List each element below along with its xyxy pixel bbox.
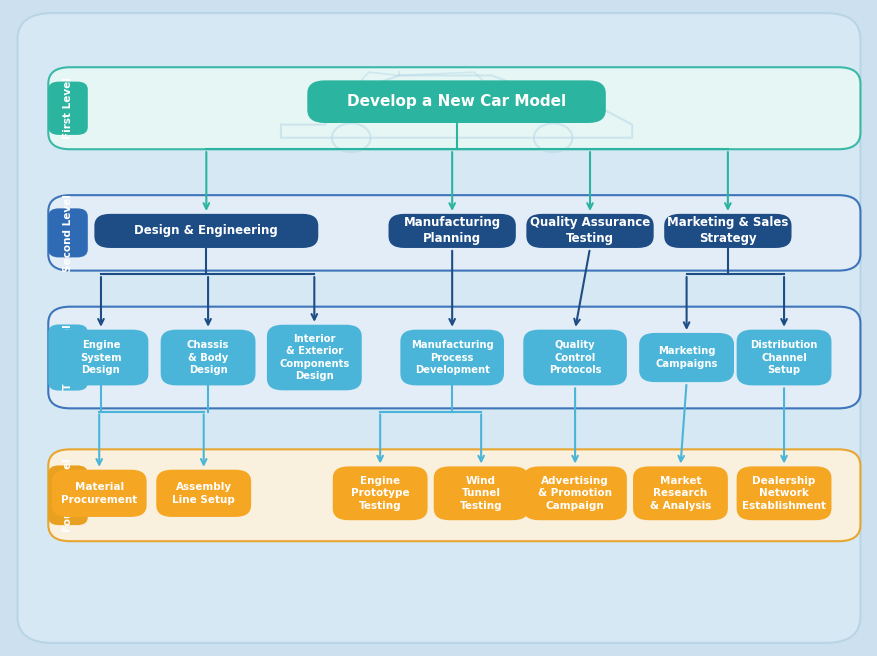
FancyBboxPatch shape (632, 466, 727, 520)
FancyBboxPatch shape (48, 195, 859, 270)
FancyBboxPatch shape (48, 325, 88, 390)
FancyBboxPatch shape (267, 325, 361, 390)
Text: Engine
System
Design: Engine System Design (80, 340, 122, 375)
FancyBboxPatch shape (523, 329, 626, 385)
FancyBboxPatch shape (53, 329, 148, 385)
Text: Design & Engineering: Design & Engineering (134, 224, 278, 237)
FancyBboxPatch shape (160, 329, 255, 385)
FancyBboxPatch shape (52, 470, 146, 517)
FancyBboxPatch shape (388, 214, 516, 248)
FancyBboxPatch shape (48, 466, 88, 525)
Text: Manufacturing
Process
Development: Manufacturing Process Development (410, 340, 493, 375)
Text: Market
Research
& Analysis: Market Research & Analysis (649, 476, 710, 511)
FancyBboxPatch shape (48, 449, 859, 541)
Text: Dealership
Network
Establishment: Dealership Network Establishment (741, 476, 825, 511)
FancyBboxPatch shape (94, 214, 318, 248)
FancyBboxPatch shape (433, 466, 528, 520)
FancyBboxPatch shape (400, 329, 503, 385)
FancyBboxPatch shape (736, 329, 831, 385)
FancyBboxPatch shape (48, 209, 88, 257)
Text: Assembly
Line Setup: Assembly Line Setup (172, 482, 235, 504)
Text: Second Level: Second Level (63, 194, 73, 272)
Text: Fourth Level: Fourth Level (63, 459, 73, 532)
FancyBboxPatch shape (156, 470, 251, 517)
Text: First Level: First Level (63, 77, 73, 139)
Text: Advertising
& Promotion
Campaign: Advertising & Promotion Campaign (538, 476, 611, 511)
FancyBboxPatch shape (526, 214, 652, 248)
Text: Wind
Tunnel
Testing: Wind Tunnel Testing (460, 476, 502, 511)
Text: Third Level: Third Level (63, 325, 73, 390)
FancyBboxPatch shape (523, 466, 626, 520)
FancyBboxPatch shape (48, 307, 859, 408)
Text: Chassis
& Body
Design: Chassis & Body Design (187, 340, 229, 375)
FancyBboxPatch shape (48, 81, 88, 135)
Text: Engine
Prototype
Testing: Engine Prototype Testing (351, 476, 409, 511)
Text: Material
Procurement: Material Procurement (61, 482, 137, 504)
FancyBboxPatch shape (638, 333, 733, 382)
FancyBboxPatch shape (48, 68, 859, 150)
FancyBboxPatch shape (736, 466, 831, 520)
FancyBboxPatch shape (307, 80, 605, 123)
Text: Quality
Control
Protocols: Quality Control Protocols (548, 340, 601, 375)
Text: Marketing & Sales
Strategy: Marketing & Sales Strategy (667, 216, 788, 245)
FancyBboxPatch shape (663, 214, 791, 248)
FancyBboxPatch shape (332, 466, 427, 520)
FancyBboxPatch shape (18, 13, 859, 643)
Text: Marketing
Campaigns: Marketing Campaigns (654, 346, 717, 369)
Text: Interior
& Exterior
Components
Design: Interior & Exterior Components Design (279, 334, 349, 381)
Text: Quality Assurance
Testing: Quality Assurance Testing (530, 216, 649, 245)
Text: Distribution
Channel
Setup: Distribution Channel Setup (750, 340, 816, 375)
Text: Develop a New Car Model: Develop a New Car Model (346, 94, 566, 109)
Text: Manufacturing
Planning: Manufacturing Planning (403, 216, 500, 245)
